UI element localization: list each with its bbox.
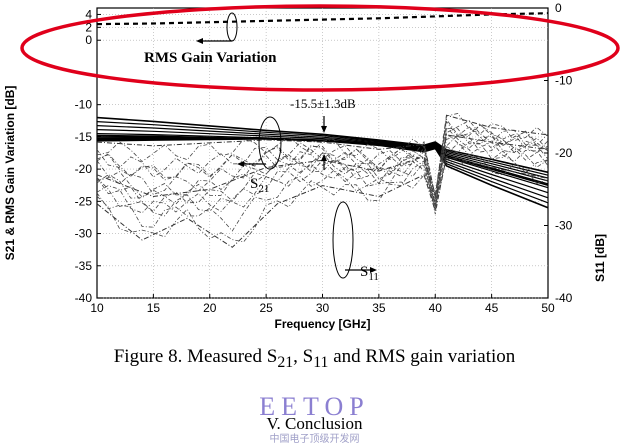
s11-line [96,143,549,232]
watermark-logo: EETOP [259,392,370,421]
y-left-tick-label: -25 [75,194,93,208]
s11-arrow-head [370,267,377,273]
y-left-tick-label: -15 [75,130,93,144]
s21-arrow-head [237,161,244,167]
s11-line [96,118,549,196]
x-tick-label: 25 [259,301,273,315]
y-left-tick-label: -10 [75,98,93,112]
s21-line [96,138,549,204]
s21-line [96,116,549,174]
s21-line [96,121,549,176]
s11-line [96,141,549,217]
range-arrow-top-head [321,126,327,133]
y-left-tick-label: -35 [75,259,93,273]
s11-line [96,120,549,194]
x-tick-label: 40 [429,301,443,315]
x-axis-title: Frequency [GHz] [274,317,370,331]
x-tick-label: 35 [372,301,386,315]
watermark-subtitle: 中国电子顶级开发网 [269,434,360,445]
s11-line [96,155,549,248]
y-right-tick-label: -40 [555,291,573,305]
s11-line [96,126,549,199]
x-tick-label: 45 [485,301,499,315]
caption-s11-sub: 11 [313,353,329,371]
chart: 10 15 20 25 30 35 40 45 50420-10-15-20-25-30-35-… [3,1,620,331]
s21-line [96,129,549,182]
caption-mid: , S [293,346,314,367]
s11-marker-ellipse [332,201,354,279]
y-left-tick-label: 0 [85,33,92,47]
s11-annotation-sub: 11 [368,271,379,283]
s21-marker-ellipse [258,116,282,170]
y-left-tick-label: 2 [85,20,92,34]
y-left-tick-label: 4 [85,7,92,21]
highlight-ellipse [20,4,620,92]
caption-suffix: and RMS gain variation [328,346,516,367]
s11-line [96,156,549,243]
y-left-axis-title: S21 & RMS Gain Variation [dB] [3,86,17,261]
y-right-tick-label: -10 [555,74,573,88]
y-right-tick-label: 0 [555,1,562,15]
s21-line [96,125,549,179]
s11-line [96,134,549,204]
x-tick-label: 50 [541,301,555,315]
rms-arrow-head [196,38,203,44]
x-tick-label: 10 [90,301,104,315]
y-right-tick-label: -20 [555,146,573,160]
y-left-tick-label: -20 [75,162,93,176]
rms-gain-line [96,12,549,26]
x-tick-label: 20 [203,301,217,315]
y-left-tick-label: -40 [75,291,93,305]
y-right-tick-label: -30 [555,219,573,233]
rms-annotation: RMS Gain Variation [144,50,277,66]
s21-annotation-sub: 21 [258,183,269,195]
s11-line [96,126,549,206]
x-tick-label: 15 [147,301,161,315]
y-left-tick-label: -30 [75,227,93,241]
caption-prefix: Figure 8. Measured S [113,346,278,367]
y-right-axis-title: S11 [dB] [593,234,607,282]
range-arrow-bottom-head [321,154,327,161]
figure-caption: Figure 8. Measured S21, S11 and RMS gain… [0,346,629,372]
caption-s21-sub: 21 [277,353,294,371]
s11-line [96,132,549,214]
s21-line [96,133,549,185]
section-heading: V. Conclusion [266,414,363,433]
x-tick-label: 30 [316,301,330,315]
range-annotation: -15.5±1.3dB [290,96,356,111]
